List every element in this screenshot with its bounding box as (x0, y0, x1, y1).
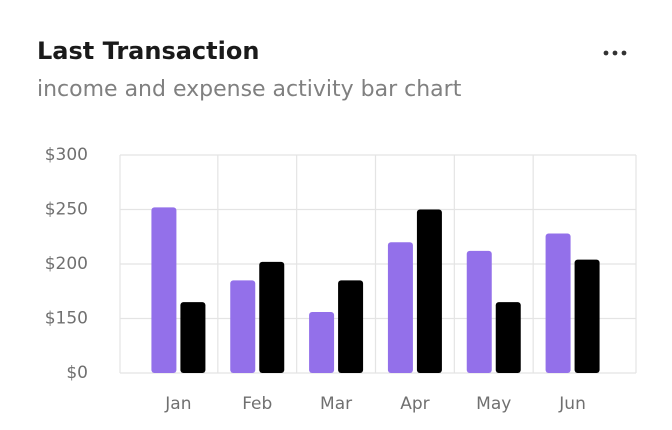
bar (387, 242, 413, 373)
x-tick-label: Mar (320, 394, 352, 414)
y-tick-label: $200 (45, 254, 88, 274)
bar (466, 250, 492, 373)
card-subtitle: income and expense activity bar chart (37, 77, 462, 102)
more-menu[interactable] (603, 50, 627, 56)
y-tick-label: $0 (66, 363, 88, 383)
y-tick-label: $300 (45, 145, 88, 165)
bar (574, 259, 600, 373)
bar (495, 302, 521, 373)
bar (151, 207, 177, 373)
bar (230, 280, 256, 373)
x-tick-label: Jun (558, 394, 586, 414)
y-tick-label: $150 (45, 309, 88, 329)
bar (259, 261, 285, 373)
y-tick-label: $250 (45, 200, 88, 220)
bar (545, 233, 571, 373)
menu-dot (603, 50, 609, 56)
bar (180, 302, 206, 373)
menu-dot (612, 50, 618, 56)
bar (416, 209, 442, 373)
bar (338, 280, 364, 373)
x-tick-label: Feb (242, 394, 272, 414)
x-tick-label: Apr (400, 394, 429, 414)
menu-dot (621, 50, 627, 56)
x-tick-label: Jan (164, 394, 191, 414)
x-tick-label: May (476, 394, 511, 414)
card-title: Last Transaction (37, 37, 259, 65)
bar (309, 311, 335, 373)
